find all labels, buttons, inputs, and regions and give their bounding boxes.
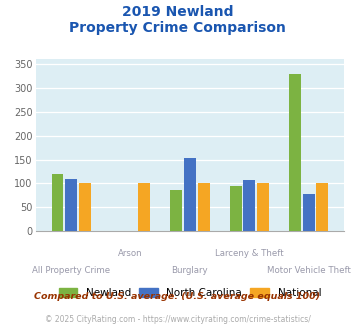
Bar (65, 179, 77, 231)
Bar (257, 183, 269, 231)
Bar (303, 194, 315, 231)
Text: Motor Vehicle Theft: Motor Vehicle Theft (267, 266, 351, 275)
Bar (289, 74, 301, 231)
Text: Larceny & Theft: Larceny & Theft (215, 249, 284, 258)
Bar (79, 183, 91, 231)
Text: © 2025 CityRating.com - https://www.cityrating.com/crime-statistics/: © 2025 CityRating.com - https://www.city… (45, 315, 310, 324)
Text: Property Crime Comparison: Property Crime Comparison (69, 21, 286, 35)
Legend: Newland, North Carolina, National: Newland, North Carolina, National (59, 288, 321, 298)
Text: 2019 Newland: 2019 Newland (122, 5, 233, 19)
Bar (51, 174, 64, 231)
Bar (184, 158, 196, 231)
Bar (230, 186, 242, 231)
Bar (198, 183, 209, 231)
Bar (138, 183, 150, 231)
Text: Arson: Arson (118, 249, 143, 258)
Bar (244, 180, 255, 231)
Bar (316, 183, 328, 231)
Bar (170, 189, 182, 231)
Text: Burglary: Burglary (171, 266, 208, 275)
Text: All Property Crime: All Property Crime (32, 266, 110, 275)
Text: Compared to U.S. average. (U.S. average equals 100): Compared to U.S. average. (U.S. average … (34, 292, 321, 301)
